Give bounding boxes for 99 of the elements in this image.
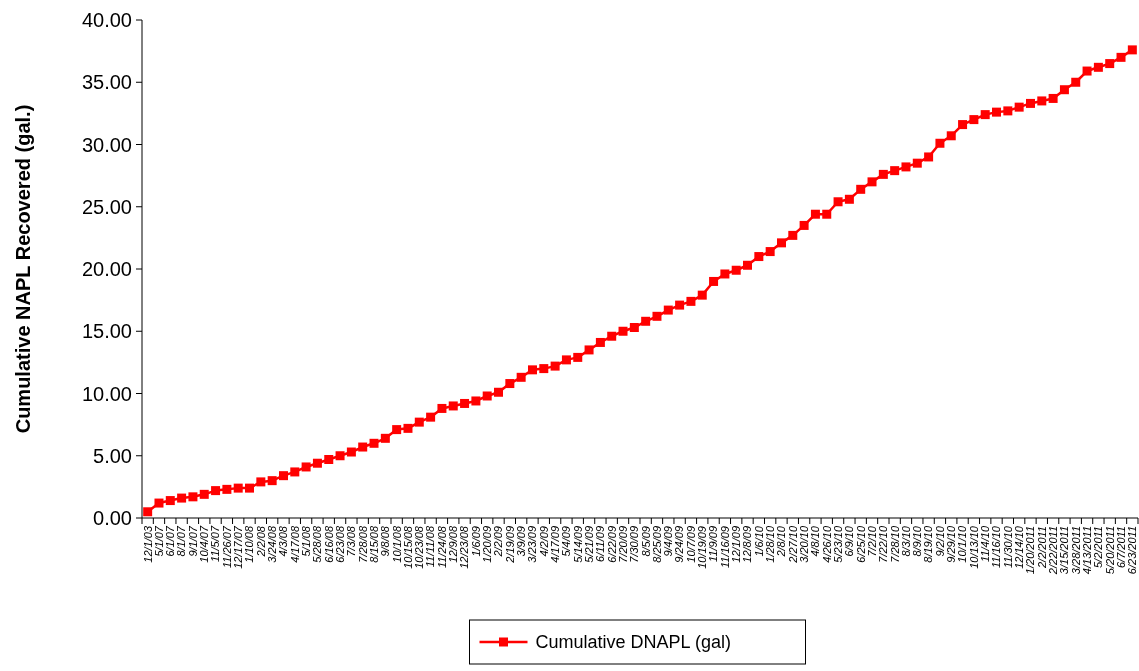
x-tick-label: 11/11/08 (424, 525, 437, 568)
x-tick-label: 4/2/09 (537, 526, 550, 557)
x-tick-label: 7/20/09 (616, 526, 629, 563)
x-tick-label: 9/1/07 (186, 525, 199, 557)
x-tick-label: 10/13/10 (967, 525, 980, 569)
x-tick-label: 11/4/10 (979, 525, 992, 562)
x-tick-label: 4/3/08 (277, 525, 290, 557)
x-tick-label: 3/23/09 (526, 526, 539, 563)
x-tick-label: 2/2/08 (254, 525, 267, 558)
x-tick-label: 10/15/08 (401, 525, 414, 569)
y-axis-title: Cumulative NAPL Recovered (gal.) (12, 104, 34, 434)
x-tick-label: 7/2/10 (865, 525, 878, 557)
x-tick-label: 4/13/2011 (1080, 526, 1093, 575)
x-tick-label: 3/20/10 (797, 525, 810, 563)
x-tick-label: 9/4/09 (662, 526, 675, 557)
x-tick-label: 2/27/10 (786, 525, 799, 564)
y-tick-label: 40.00 (81, 9, 132, 31)
x-tick-label: 8/25/09 (650, 526, 663, 563)
x-tick-label: 11/24/08 (435, 525, 448, 569)
x-tick-label: 6/23/08 (333, 525, 346, 563)
x-tick-label: 6/11/09 (594, 526, 607, 562)
x-tick-label: 6/9/10 (843, 525, 856, 557)
x-tick-label: 10/4/07 (198, 525, 211, 563)
x-tick-label: 9/8/08 (379, 525, 392, 557)
x-tick-label: 11/5/07 (209, 525, 222, 562)
x-tick-label: 7/22/10 (877, 525, 890, 563)
x-tick-label: 5/28/08 (311, 525, 324, 563)
x-tick-label: 12/8/09 (741, 526, 754, 563)
x-tick-label: 2/2/2011 (1035, 526, 1048, 570)
x-tick-label: 1/6/09 (469, 526, 482, 557)
x-tick-label: 5/20/2011 (1103, 526, 1116, 575)
x-tick-label: 5/4/09 (560, 526, 573, 557)
x-tick-label: 2/22/2011 (1046, 526, 1059, 576)
x-tick-label: 7/28/08 (356, 525, 369, 563)
x-tick-label: 9/29/10 (945, 525, 958, 563)
y-tick-label: 35.00 (81, 71, 132, 94)
x-tick-label: 6/23/2011 (1126, 526, 1139, 575)
x-tick-label: 6/1/07 (164, 525, 177, 557)
x-tick-label: 12/17/07 (232, 525, 245, 569)
x-tick-label: 2/19/09 (503, 526, 516, 564)
x-tick-label: 5/21/09 (582, 526, 595, 563)
x-tick-label: 7/30/09 (628, 526, 641, 563)
legend-label: Cumulative DNAPL (gal) (535, 632, 731, 653)
x-tick-label: 5/14/09 (571, 526, 584, 563)
x-tick-label: 10/1/10 (956, 525, 969, 563)
x-tick-label: 5/23/10 (831, 525, 844, 563)
x-tick-label: 3/28/2011 (1069, 526, 1082, 575)
x-tick-label: 12/14/10 (1013, 525, 1026, 569)
x-tick-label: 2/2/09 (492, 526, 505, 558)
x-tick-label: 10/23/08 (413, 525, 426, 569)
y-tick-label: 5.00 (93, 444, 132, 467)
x-tick-label: 12/1/03 (141, 525, 154, 563)
x-tick-label: 4/8/10 (809, 525, 822, 557)
x-tick-label: 9/24/09 (673, 526, 686, 563)
x-tick-label: 1/20/2011 (1024, 526, 1037, 575)
y-tick-label: 15.00 (81, 320, 132, 343)
x-tick-label: 7/28/10 (888, 525, 901, 563)
x-tick-label: 3/24/08 (266, 525, 279, 563)
x-tick-label: 5/1/07 (152, 525, 165, 557)
x-tick-label: 6/22/09 (605, 526, 618, 563)
x-tick-label: 11/16/10 (990, 525, 1003, 569)
x-tick-label: 1/10/08 (243, 525, 256, 563)
x-tick-label: 4/17/09 (548, 526, 561, 563)
x-tick-label: 8/9/10 (911, 525, 924, 557)
x-tick-label: 11/26/07 (220, 525, 233, 569)
y-tick-label: 30.00 (81, 133, 132, 156)
x-tick-label: 11/30/10 (1001, 525, 1014, 569)
x-tick-label: 7/3/08 (345, 525, 358, 557)
x-tick-label: 4/17/08 (288, 525, 301, 563)
x-tick-label: 5/1/08 (299, 525, 312, 557)
y-tick-label: 25.00 (81, 195, 132, 218)
x-tick-label: 11/16/09 (718, 526, 731, 569)
x-tick-label: 12/9/08 (447, 525, 460, 563)
x-tick-label: 8/3/10 (899, 525, 912, 557)
x-tick-label: 8/1/07 (175, 525, 188, 557)
x-tick-label: 1/6/10 (752, 525, 765, 557)
y-tick-label: 0.00 (93, 507, 132, 529)
x-tick-label: 10/7/09 (684, 526, 697, 563)
x-tick-label: 9/2/10 (933, 525, 946, 557)
y-tick-label: 10.00 (81, 382, 132, 405)
x-tick-label: 6/16/08 (322, 525, 335, 563)
x-tick-label: 1/20/09 (481, 526, 494, 563)
x-tick-label: 2/8/10 (775, 525, 788, 558)
x-tick-label: 6/7/2011 (1114, 526, 1127, 569)
y-tick-label: 20.00 (81, 258, 132, 280)
x-tick-label: 10/1/08 (390, 525, 403, 563)
x-tick-label: 1/28/10 (764, 525, 777, 563)
x-tick-label: 12/1/09 (730, 526, 743, 563)
x-tick-label: 10/19/09 (696, 526, 709, 569)
x-tick-label: 6/25/10 (854, 525, 867, 563)
x-tick-label: 12/23/08 (458, 525, 471, 569)
x-tick-label: 8/19/10 (922, 525, 935, 563)
x-tick-label: 4/26/10 (820, 525, 833, 563)
x-tick-label: 8/5/09 (639, 526, 652, 557)
x-tick-label: 3/9/09 (515, 526, 528, 557)
x-tick-label: 11/9/09 (707, 526, 720, 562)
x-tick-label: 8/15/08 (367, 525, 380, 563)
x-tick-label: 3/15/2011 (1058, 526, 1071, 575)
x-tick-label: 5/2/2011 (1092, 526, 1105, 569)
